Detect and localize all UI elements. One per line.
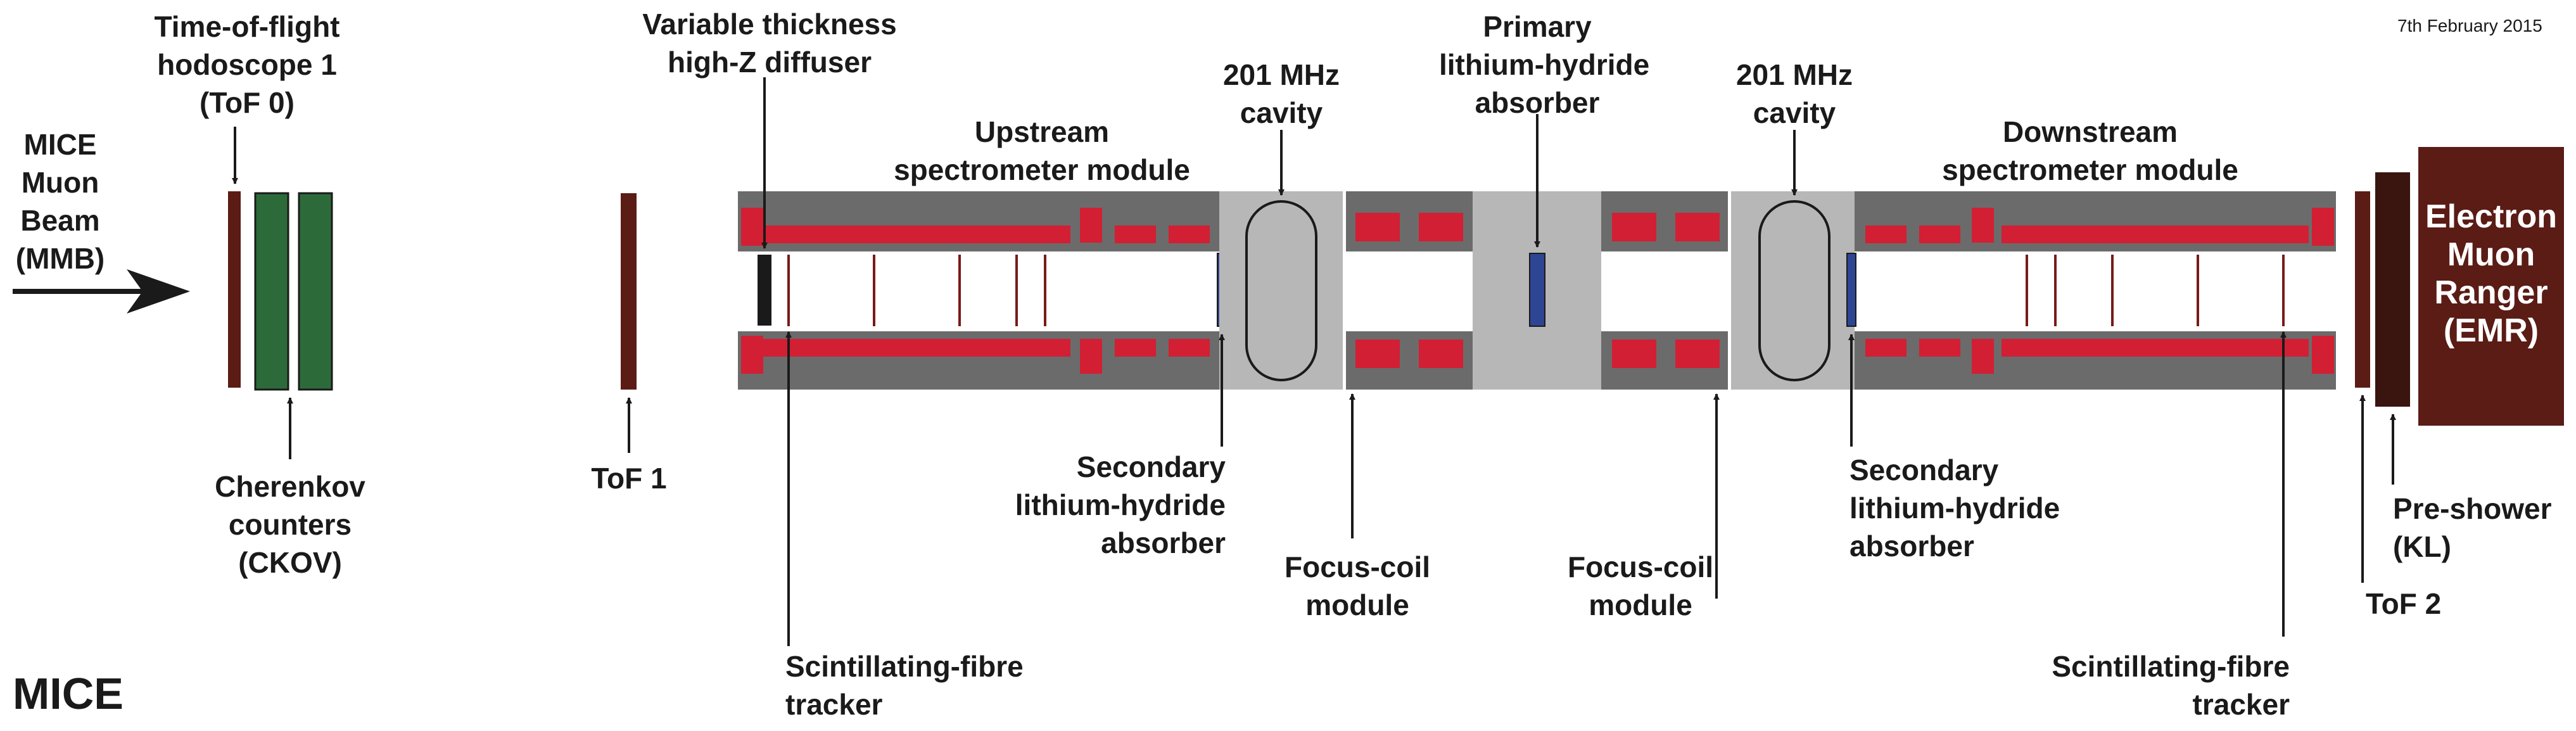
label-tof1: ToF 1 [591,462,667,495]
label-focus-coil-2: Focus-coil module [1567,550,1714,621]
label-secondary-1: Secondary lithium-hydride absorber [1015,450,1226,559]
label-tof2: ToF 2 [2366,587,2442,620]
label-cavity-2: 201 MHz cavity [1735,58,1853,129]
label-focus-coil-1: Focus-coil module [1285,550,1431,621]
label-tof0: Time-of-flight hodoscope 1 (ToF 0) [154,10,340,119]
focus-coil-1 [1346,191,1473,390]
diffuser [758,255,771,326]
ckov-counter-2 [298,192,333,391]
tof0-detector [228,191,241,388]
downstream-spectrometer [1855,191,2336,390]
label-tracker-up: Scintillating-fibre tracker [785,650,1024,721]
focus-coil-2 [1601,191,1728,390]
upstream-spectrometer [738,191,1219,390]
label-kl: Pre-shower (KL) [2393,492,2552,563]
pointer-arrows [232,77,2396,646]
ckov-counter-1 [254,192,289,391]
label-diffuser: Variable thickness high-Z diffuser [642,8,897,79]
tof2-detector [2355,191,2370,388]
cavity-2 [1758,200,1830,381]
label-secondary-2: Secondary lithium-hydride absorber [1850,454,2060,563]
date-stamp: 7th February 2015 [2397,16,2542,35]
label-cavity-1: 201 MHz cavity [1222,58,1340,129]
kl-detector [2375,172,2410,407]
emr-detector [2418,147,2564,426]
label-tracker-down: Scintillating-fibre tracker [2052,650,2290,721]
label-beam: MICE Muon Beam (MMB) [15,128,105,275]
label-emr: Electron Muon Ranger (EMR) [2425,198,2558,349]
primary-absorber [1529,253,1545,327]
diagram-title: MICE [13,669,124,718]
beam-arrow [13,269,190,314]
label-downstream: Downstream spectrometer module [1942,115,2238,186]
label-primary: Primary lithium-hydride absorber [1439,10,1650,119]
secondary-absorber-2 [1846,253,1856,327]
tracker-down-planes [2026,255,2285,326]
cavity-1 [1245,200,1317,381]
tracker-up-planes [787,255,1046,326]
label-upstream: Upstream spectrometer module [894,115,1190,186]
label-ckov: Cherenkov counters (CKOV) [215,470,365,579]
tof1-detector [621,193,637,390]
